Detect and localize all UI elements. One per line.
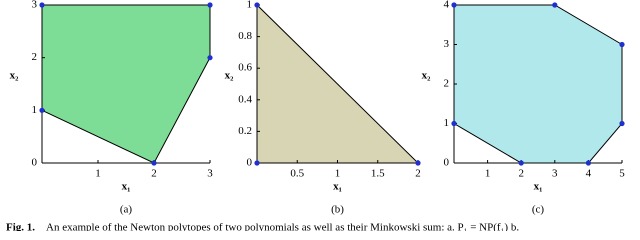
x-tick-label: 4 [586,168,592,180]
vertex [39,107,45,113]
vertex [451,120,457,127]
y-tick-label: 1 [32,104,38,116]
panel-label: (c) [532,204,545,216]
y-tick-label: 0.8 [238,30,252,42]
figure: Fig. 1. An example of the Newton polytop… [6,0,625,231]
x-tick-label: 1 [95,168,101,180]
vertex [254,160,260,166]
polytope [256,3,420,164]
polytope [453,4,623,164]
y-tick-label: 3 [32,0,38,11]
x-tick-label: 1 [485,168,491,180]
vertex [585,160,592,166]
vertex [451,2,457,8]
panel-label: (a) [120,204,133,216]
vertex [254,2,260,8]
x-tick-label: 2 [518,168,524,180]
x-axis-label: x₁ [534,181,543,193]
y-axis-label: x₂ [422,70,432,82]
y-tick-label: 0 [247,157,253,169]
vertex [151,160,157,166]
y-tick-label: 2 [32,51,38,63]
y-tick-label: 0 [444,157,450,169]
x-tick-label: 3 [207,168,213,180]
y-axis-label: x₂ [10,70,20,82]
panel-label: (b) [331,204,344,216]
x-tick-label: 1 [335,168,341,180]
caption-text: An example of the Newton polytopes of tw… [46,222,519,231]
y-tick-label: 0 [32,157,38,169]
y-tick-label: 0.2 [238,125,252,137]
vertex [39,2,45,8]
vertex [518,160,524,166]
polytope [41,4,211,164]
caption-label: Fig. 1. [6,222,35,231]
x-tick-label: 0.5 [290,168,304,180]
x-tick-label: 1.5 [371,168,385,180]
y-tick-label: 4 [444,0,450,11]
vertex [619,41,625,48]
x-tick-label: 5 [619,168,625,180]
x-tick-label: 3 [552,168,558,180]
y-tick-label: 2 [444,78,450,90]
vertex [207,2,213,8]
vertex [415,160,421,166]
y-tick-label: 0.4 [238,93,252,105]
vertex [552,2,558,8]
x-axis-label: x₁ [333,181,342,193]
y-tick-label: 1 [444,117,450,129]
y-tick-label: 3 [444,38,450,50]
x-axis-label: x₁ [122,181,131,193]
y-axis-label: x₂ [225,70,235,82]
x-tick-label: 2 [151,168,157,180]
vertex [619,120,625,127]
y-tick-label: 0.6 [238,62,252,74]
y-tick-label: 1 [247,0,253,11]
x-tick-label: 2 [415,168,421,180]
vertex [207,55,213,61]
page: Fig. 1. An example of the Newton polytop… [6,0,626,231]
